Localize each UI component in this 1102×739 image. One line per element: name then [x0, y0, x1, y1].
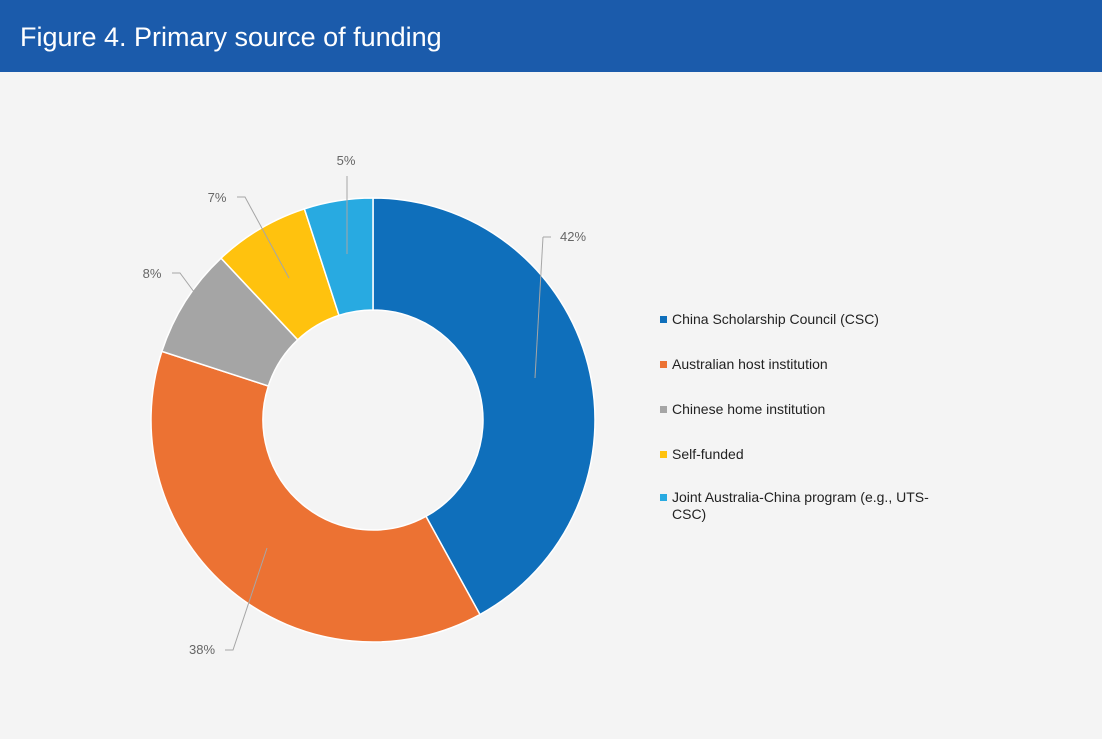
legend-swatch-chinese-home: [660, 406, 667, 413]
leader-line-csc: [534, 236, 544, 379]
data-label-csc: 42%: [560, 229, 586, 244]
data-label-chinese-home: 8%: [143, 266, 162, 281]
legend-label-chinese-home: Chinese home institution: [672, 401, 826, 417]
figure-title: Figure 4. Primary source of funding: [20, 22, 442, 52]
legend-label-self-funded: Self-funded: [672, 446, 744, 462]
legend-swatch-joint-program: [660, 494, 667, 501]
leader-line-chinese-home: [172, 272, 201, 301]
legend-item-joint-program: Joint Australia-China program (e.g., UTS…: [660, 489, 950, 523]
donut-slices: [150, 197, 596, 643]
chart-legend: China Scholarship Council (CSC) Australi…: [660, 311, 950, 551]
legend-item-csc: China Scholarship Council (CSC): [660, 311, 950, 328]
legend-swatch-csc: [660, 316, 667, 323]
slice-australian-host: [150, 350, 481, 643]
legend-swatch-australian-host: [660, 361, 667, 368]
legend-label-joint-program: Joint Australia-China program (e.g., UTS…: [672, 489, 929, 522]
legend-label-australian-host: Australian host institution: [672, 356, 828, 372]
leader-line-self-funded: [237, 196, 290, 279]
legend-item-self-funded: Self-funded: [660, 446, 950, 463]
legend-label-csc: China Scholarship Council (CSC): [672, 311, 879, 327]
data-labels: 42% 38% 8% 7% 5%: [143, 153, 587, 657]
data-label-joint-program: 5%: [337, 153, 356, 168]
legend-item-australian-host: Australian host institution: [660, 356, 950, 373]
donut-chart: 42% 38% 8% 7% 5%: [143, 153, 596, 657]
leader-line-australian-host: [225, 547, 268, 651]
data-label-australian-host: 38%: [189, 642, 215, 657]
legend-swatch-self-funded: [660, 451, 667, 458]
slice-joint-program: [303, 197, 374, 317]
legend-item-chinese-home: Chinese home institution: [660, 401, 950, 418]
data-label-self-funded: 7%: [208, 190, 227, 205]
leader-lines: [172, 176, 551, 651]
figure-header: Figure 4. Primary source of funding: [0, 0, 1102, 72]
